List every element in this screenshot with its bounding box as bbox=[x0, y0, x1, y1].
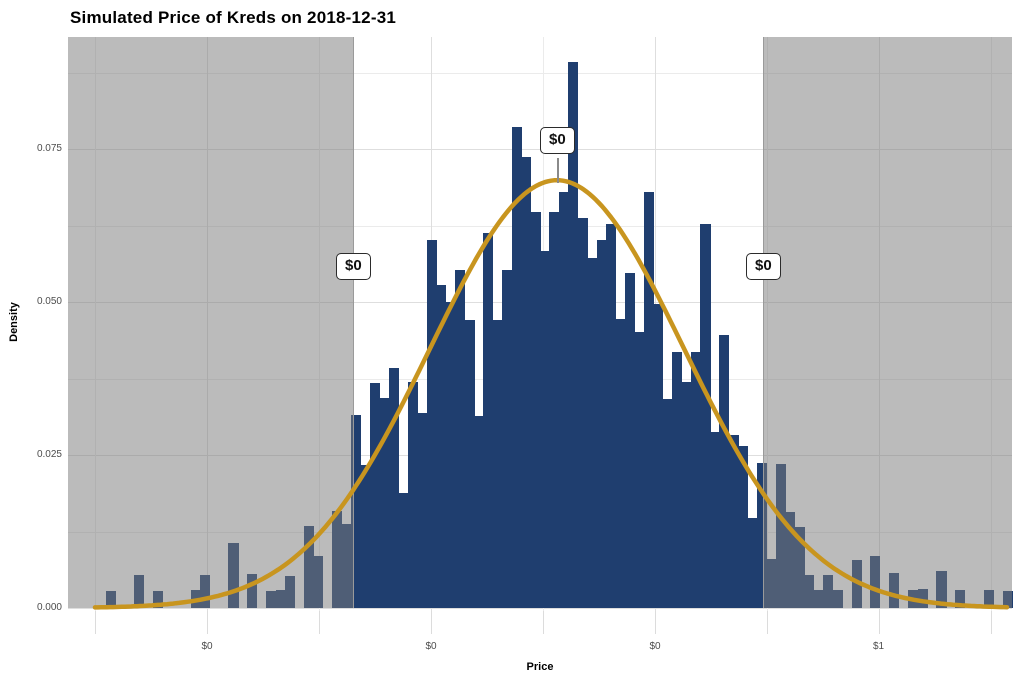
y-tick-label: 0.075 bbox=[36, 143, 62, 154]
x-tick-label: $0 bbox=[201, 641, 213, 652]
gridline-horizontal-major bbox=[68, 608, 1012, 609]
axis-tick-mark bbox=[990, 611, 992, 634]
x-tick-label: $1 bbox=[872, 641, 885, 652]
quantile-line bbox=[763, 37, 764, 608]
quantile-label-box: $0 bbox=[540, 127, 575, 154]
x-tick-label: $0 bbox=[425, 641, 437, 652]
x-tick-label: $0 bbox=[649, 641, 661, 652]
chart-title: Simulated Price of Kreds on 2018-12-31 bbox=[70, 8, 397, 27]
shaded-region-left bbox=[68, 37, 353, 608]
axis-tick-mark bbox=[878, 611, 880, 634]
quantile-label-box: $0 bbox=[746, 253, 781, 280]
quantile-line bbox=[353, 37, 354, 608]
axis-tick-mark bbox=[95, 611, 96, 634]
y-tick-label: 0.000 bbox=[36, 602, 62, 613]
axis-tick-mark bbox=[319, 611, 320, 634]
quantile-label-box: $0 bbox=[336, 253, 371, 280]
axis-tick-mark bbox=[767, 611, 768, 634]
axis-tick-mark bbox=[655, 611, 656, 634]
mean-leader-line bbox=[557, 158, 559, 183]
y-tick-label: 0.050 bbox=[36, 296, 62, 307]
axis-tick-mark bbox=[207, 611, 208, 634]
y-tick-label: 0.025 bbox=[36, 449, 62, 460]
shaded-region-right bbox=[763, 37, 1012, 608]
gridline-horizontal-minor bbox=[68, 72, 1012, 74]
axis-tick-mark bbox=[543, 611, 544, 634]
x-axis-title: Price bbox=[526, 661, 554, 673]
axis-tick-mark bbox=[431, 611, 432, 634]
y-axis-title: Density bbox=[8, 302, 20, 342]
